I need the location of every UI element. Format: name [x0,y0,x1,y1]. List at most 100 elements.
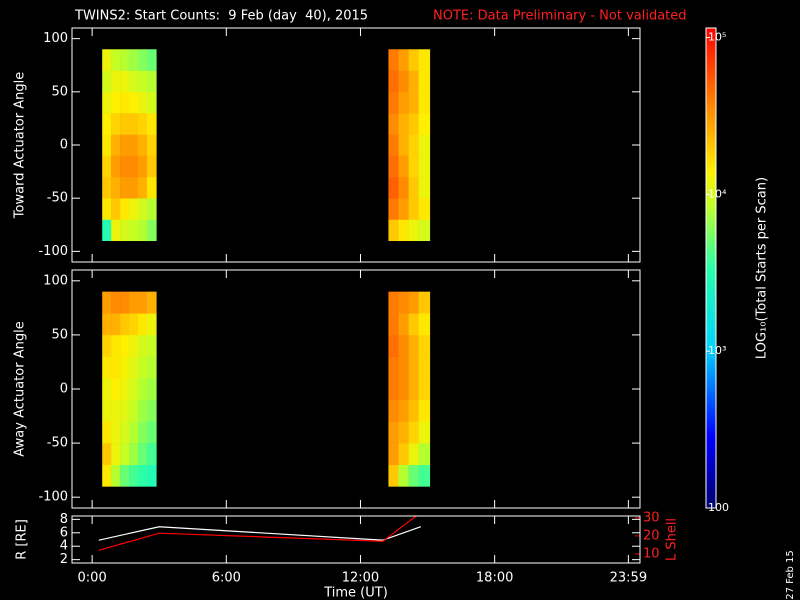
heat-cell [388,198,399,220]
heat-cell [398,176,409,199]
heat-cell [388,155,399,178]
heat-cell [111,91,121,114]
heat-cell [398,313,409,336]
heat-cell [418,421,431,444]
heat-cell [146,134,157,156]
heat-cell [388,464,399,487]
heat-cell [388,134,399,156]
heat-cell [129,356,139,379]
y-tick-label: 50 [51,327,68,342]
heat-cell [146,421,157,444]
heat-cell [398,291,409,314]
heat-cell [146,219,157,242]
heat-cell [146,70,157,93]
heat-cell [129,49,139,71]
heat-cell [398,378,409,401]
heat-cell [102,198,112,220]
heat-cell [408,356,419,379]
heat-cell [146,291,157,314]
heat-cell [129,291,139,314]
heat-cell [388,49,399,71]
y-tick-label: -100 [38,490,68,505]
heat-cell [129,464,139,487]
heat-cell [398,334,409,357]
heat-cell [129,334,139,357]
heat-cell [388,91,399,114]
heat-cell [146,356,157,379]
heat-cell [408,176,419,199]
heat-cell [418,219,431,242]
heat-cell [398,155,409,178]
heat-cell [120,378,130,401]
heat-cell [418,113,431,135]
heat-cell [120,176,130,199]
heat-cell [120,399,130,422]
heat-cell [111,219,121,242]
heat-cell [398,356,409,379]
heat-cell [111,70,121,93]
heat-cell [120,113,130,135]
heat-cell [137,198,148,220]
colorbar [705,27,717,509]
y-tick-label: 8 [60,512,68,527]
heat-cell [129,313,139,336]
heat-cell [120,334,130,357]
heat-cell [418,443,431,466]
heat-cell [102,399,112,422]
y-axis-label: Away Actuator Angle [13,321,28,456]
heat-cell [398,49,409,71]
heat-cell [102,91,112,114]
heat-cell [418,356,431,379]
heat-cell [102,421,112,444]
heat-cell [408,155,419,178]
heat-cell [102,49,112,71]
heat-cell [408,198,419,220]
heat-cell [408,334,419,357]
x-axis-label: Time (UT) [323,586,388,600]
colorbar-tick-label: 10³ [708,344,726,357]
y2-axis-label: L Shell [665,518,680,561]
chart-title: TWINS2: Start Counts: 9 Feb (day 40), 20… [74,9,368,24]
heat-cell [146,113,157,135]
heat-cell [111,198,121,220]
heat-cell [137,176,148,199]
heat-cell [120,134,130,156]
heat-cell [398,421,409,444]
heat-cell [111,49,121,71]
heat-cell [388,334,399,357]
heat-cell [111,291,121,314]
heat-cell [398,91,409,114]
heat-cell [102,219,112,242]
y-tick-label: -100 [38,244,68,259]
heat-cell [120,356,130,379]
heat-cell [418,464,431,487]
y-tick-label: 100 [43,31,68,46]
y-axis-label: R [RE] [15,519,30,560]
heat-cell [102,70,112,93]
heat-cell [137,464,148,487]
x-tick-label: 18:00 [476,571,513,586]
heat-cell [102,464,112,487]
heat-cell [120,291,130,314]
y-tick-label: 4 [60,539,68,554]
y-tick-label: 50 [51,84,68,99]
heat-cell [129,134,139,156]
heat-cell [111,399,121,422]
heat-cell [129,378,139,401]
date-stamp: 27 Feb 15 [785,550,796,600]
heat-cell [102,113,112,135]
heat-cell [418,291,431,314]
y-tick-label: 6 [60,525,68,540]
heat-cell [137,113,148,135]
heat-cell [102,334,112,357]
heat-cell [137,378,148,401]
heat-cell [146,49,157,71]
heat-cell [111,176,121,199]
heat-cell [137,155,148,178]
y-tick-label: 100 [43,273,68,288]
heat-cell [418,134,431,156]
heat-cell [137,421,148,444]
heat-cell [102,313,112,336]
heat-cell [129,155,139,178]
colorbar-tick-label: 100 [708,501,729,514]
